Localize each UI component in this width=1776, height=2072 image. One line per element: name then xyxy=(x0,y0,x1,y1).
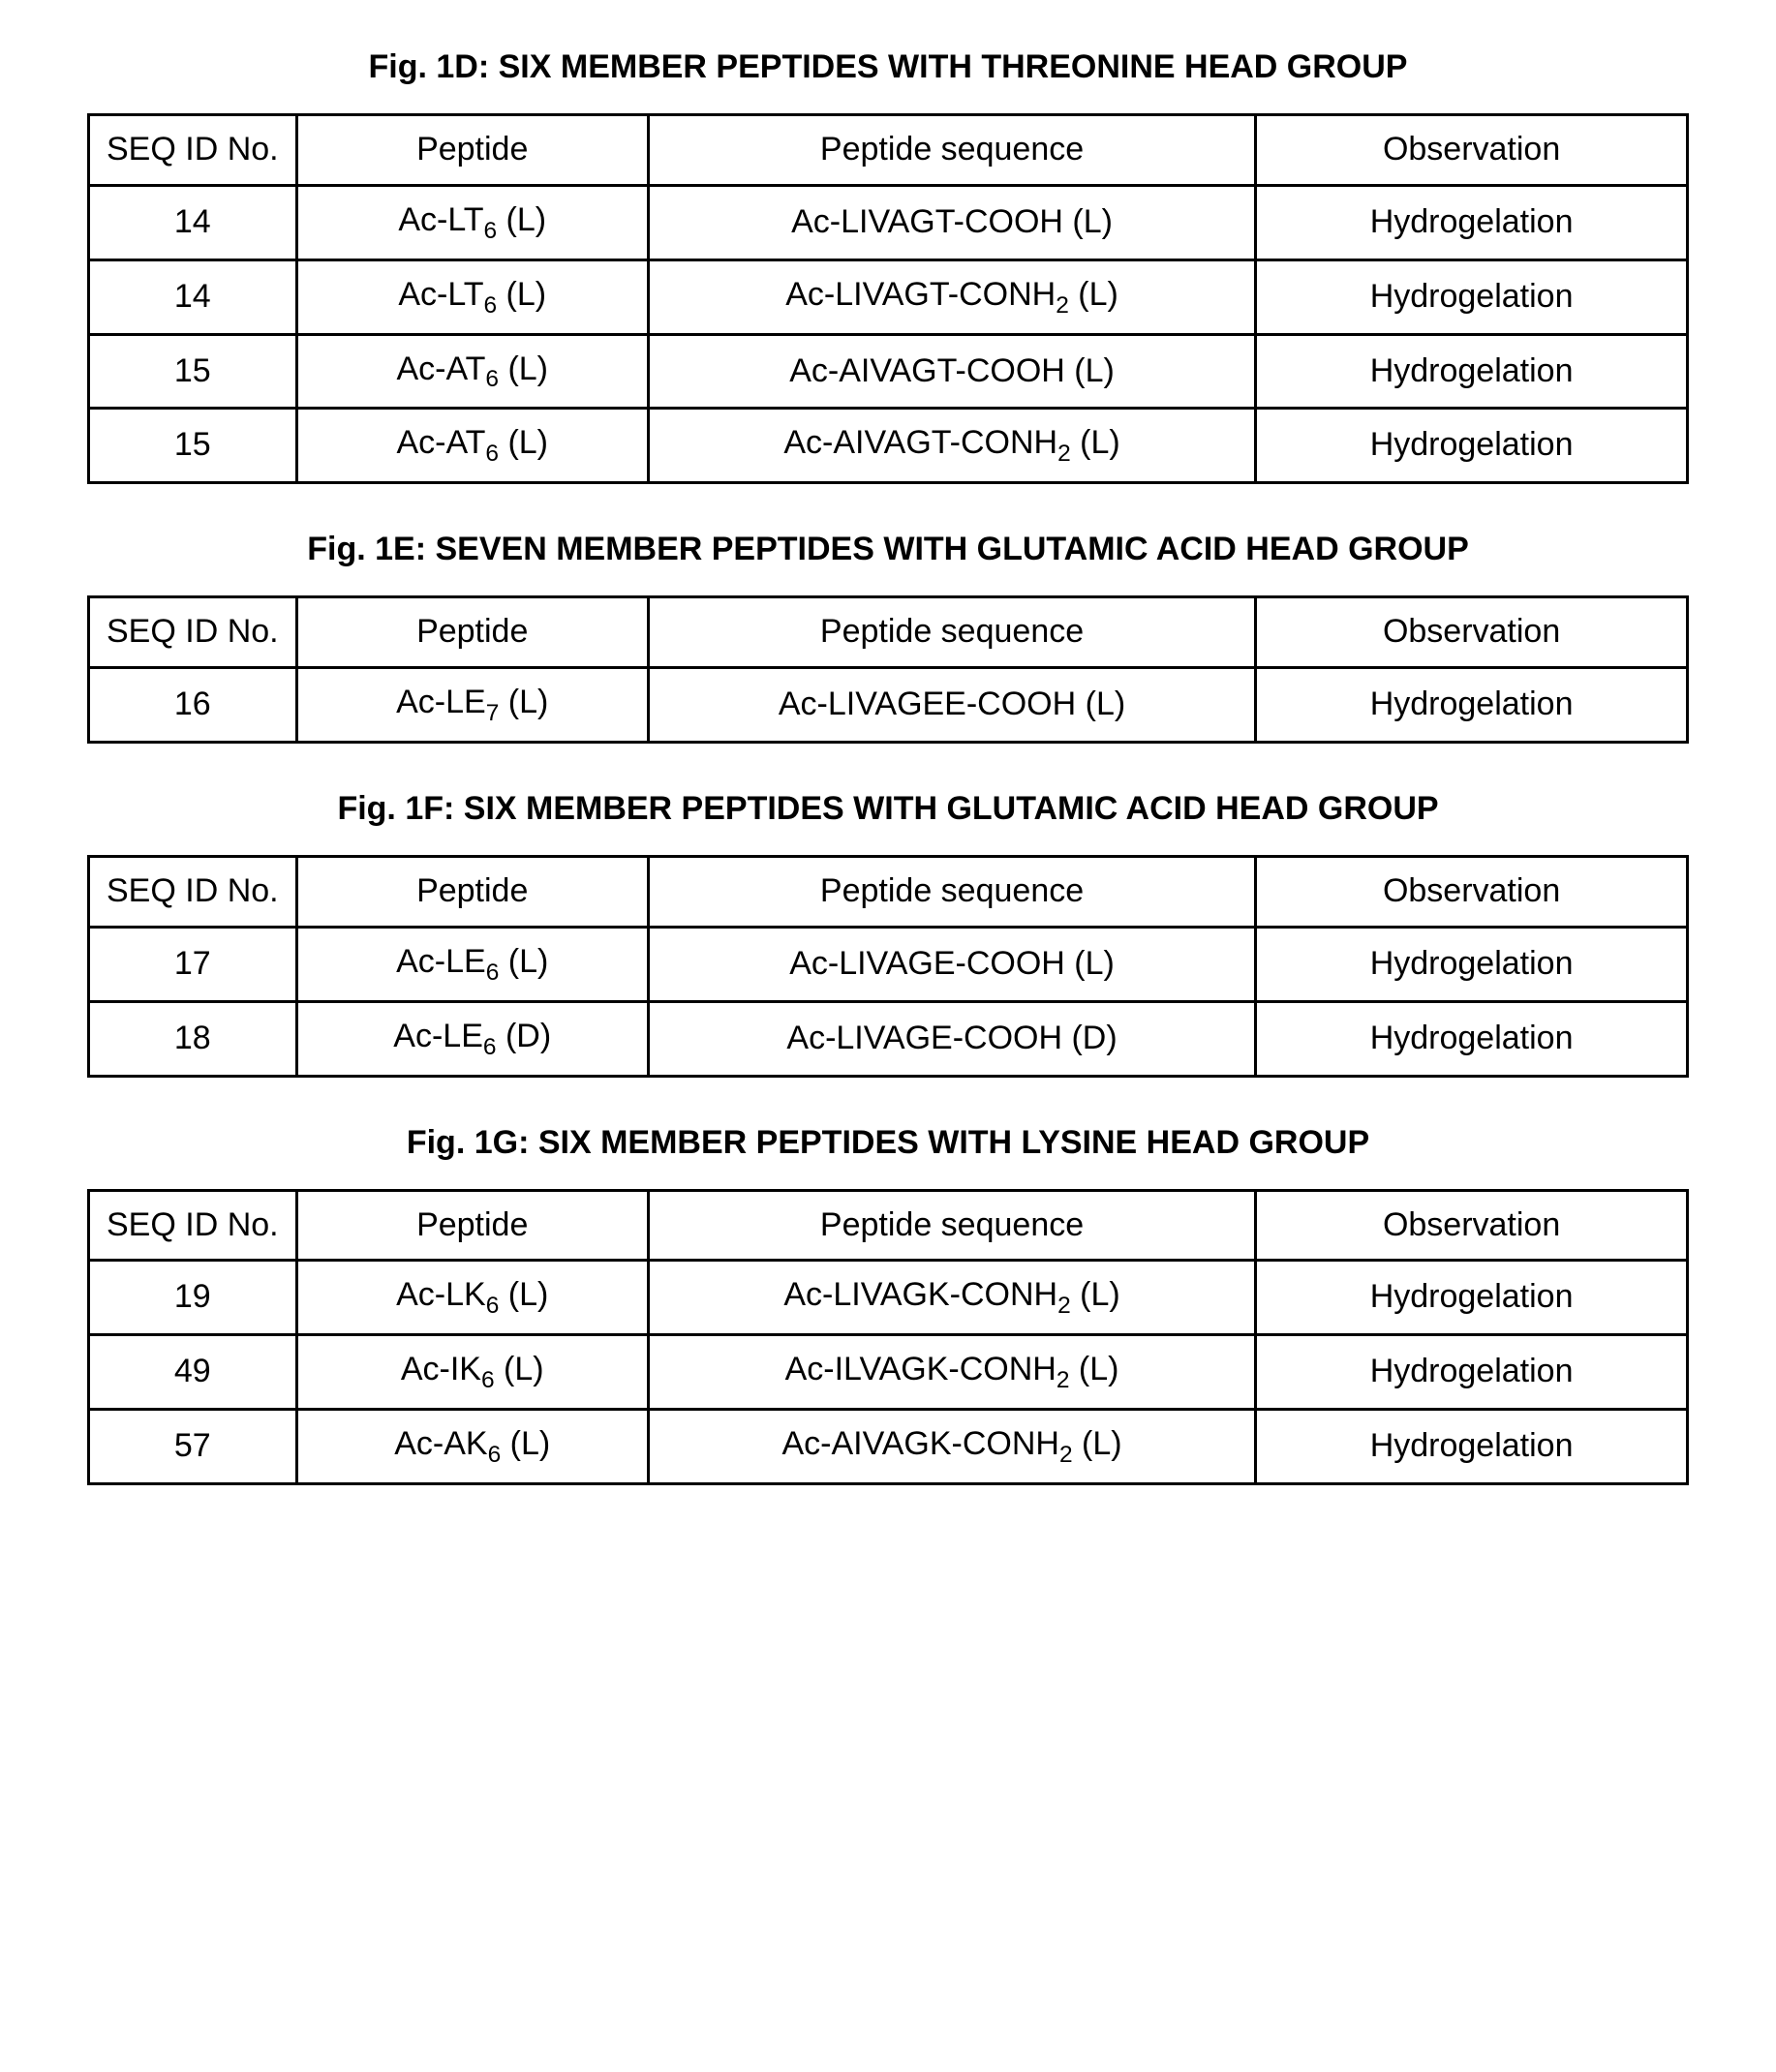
table-cell: Ac-AT6 (L) xyxy=(296,334,648,409)
table-cell: Ac-LK6 (L) xyxy=(296,1261,648,1335)
table-header-row: SEQ ID No.PeptidePeptide sequenceObserva… xyxy=(89,857,1688,928)
table-header-cell: SEQ ID No. xyxy=(89,1190,297,1261)
table-header-row: SEQ ID No.PeptidePeptide sequenceObserva… xyxy=(89,1190,1688,1261)
table-row: 19Ac-LK6 (L)Ac-LIVAGK-CONH2 (L)Hydrogela… xyxy=(89,1261,1688,1335)
table-header-row: SEQ ID No.PeptidePeptide sequenceObserva… xyxy=(89,115,1688,186)
table-header-cell: Peptide xyxy=(296,115,648,186)
table-cell: Ac-LIVAGE-COOH (D) xyxy=(648,1001,1255,1076)
table-cell: Hydrogelation xyxy=(1256,1001,1688,1076)
table-row: 15Ac-AT6 (L)Ac-AIVAGT-COOH (L)Hydrogelat… xyxy=(89,334,1688,409)
table-row: 16Ac-LE7 (L)Ac-LIVAGEE-COOH (L)Hydrogela… xyxy=(89,668,1688,743)
table-header-cell: Observation xyxy=(1256,597,1688,668)
table-header-cell: Observation xyxy=(1256,115,1688,186)
document-root: Fig. 1D: SIX MEMBER PEPTIDES WITH THREON… xyxy=(87,48,1689,1485)
table-header-row: SEQ ID No.PeptidePeptide sequenceObserva… xyxy=(89,597,1688,668)
table-cell: 49 xyxy=(89,1335,297,1410)
table-cell: Hydrogelation xyxy=(1256,1261,1688,1335)
table-cell: Hydrogelation xyxy=(1256,1335,1688,1410)
table-cell: Ac-AIVAGK-CONH2 (L) xyxy=(648,1410,1255,1484)
table-cell: Ac-AK6 (L) xyxy=(296,1410,648,1484)
table-cell: 17 xyxy=(89,927,297,1001)
peptide-table: SEQ ID No.PeptidePeptide sequenceObserva… xyxy=(87,1189,1689,1485)
table-header-cell: Peptide xyxy=(296,597,648,668)
table-cell: Ac-LIVAGEE-COOH (L) xyxy=(648,668,1255,743)
table-row: 49Ac-IK6 (L)Ac-ILVAGK-CONH2 (L)Hydrogela… xyxy=(89,1335,1688,1410)
table-header-cell: Peptide sequence xyxy=(648,1190,1255,1261)
table-cell: Hydrogelation xyxy=(1256,927,1688,1001)
figure-title: Fig. 1G: SIX MEMBER PEPTIDES WITH LYSINE… xyxy=(87,1124,1689,1162)
table-row: 15Ac-AT6 (L)Ac-AIVAGT-CONH2 (L)Hydrogela… xyxy=(89,409,1688,483)
table-cell: Ac-ILVAGK-CONH2 (L) xyxy=(648,1335,1255,1410)
table-cell: Ac-AIVAGT-CONH2 (L) xyxy=(648,409,1255,483)
table-cell: Ac-LIVAGT-CONH2 (L) xyxy=(648,259,1255,334)
table-cell: Ac-LIVAGK-CONH2 (L) xyxy=(648,1261,1255,1335)
table-cell: Ac-IK6 (L) xyxy=(296,1335,648,1410)
table-row: 18Ac-LE6 (D)Ac-LIVAGE-COOH (D)Hydrogelat… xyxy=(89,1001,1688,1076)
table-header-cell: Observation xyxy=(1256,1190,1688,1261)
table-cell: 57 xyxy=(89,1410,297,1484)
table-header-cell: SEQ ID No. xyxy=(89,857,297,928)
table-header-cell: Peptide xyxy=(296,1190,648,1261)
table-cell: Ac-AIVAGT-COOH (L) xyxy=(648,334,1255,409)
table-cell: Ac-LT6 (L) xyxy=(296,185,648,259)
table-cell: Hydrogelation xyxy=(1256,409,1688,483)
table-cell: 16 xyxy=(89,668,297,743)
table-header-cell: SEQ ID No. xyxy=(89,115,297,186)
peptide-table: SEQ ID No.PeptidePeptide sequenceObserva… xyxy=(87,113,1689,484)
table-cell: 14 xyxy=(89,185,297,259)
table-row: 17Ac-LE6 (L)Ac-LIVAGE-COOH (L)Hydrogelat… xyxy=(89,927,1688,1001)
table-row: 14Ac-LT6 (L)Ac-LIVAGT-COOH (L)Hydrogelat… xyxy=(89,185,1688,259)
table-row: 14Ac-LT6 (L)Ac-LIVAGT-CONH2 (L)Hydrogela… xyxy=(89,259,1688,334)
peptide-table: SEQ ID No.PeptidePeptide sequenceObserva… xyxy=(87,855,1689,1078)
table-cell: Hydrogelation xyxy=(1256,668,1688,743)
table-cell: Hydrogelation xyxy=(1256,259,1688,334)
figure-title: Fig. 1D: SIX MEMBER PEPTIDES WITH THREON… xyxy=(87,48,1689,86)
table-cell: Hydrogelation xyxy=(1256,185,1688,259)
figure-title: Fig. 1F: SIX MEMBER PEPTIDES WITH GLUTAM… xyxy=(87,790,1689,828)
peptide-table: SEQ ID No.PeptidePeptide sequenceObserva… xyxy=(87,595,1689,744)
table-header-cell: Peptide sequence xyxy=(648,857,1255,928)
table-cell: 15 xyxy=(89,334,297,409)
table-cell: Ac-AT6 (L) xyxy=(296,409,648,483)
table-row: 57Ac-AK6 (L)Ac-AIVAGK-CONH2 (L)Hydrogela… xyxy=(89,1410,1688,1484)
figure-title: Fig. 1E: SEVEN MEMBER PEPTIDES WITH GLUT… xyxy=(87,531,1689,568)
table-cell: Hydrogelation xyxy=(1256,334,1688,409)
table-cell: Ac-LIVAGT-COOH (L) xyxy=(648,185,1255,259)
table-cell: 18 xyxy=(89,1001,297,1076)
table-cell: Ac-LE6 (L) xyxy=(296,927,648,1001)
table-cell: 14 xyxy=(89,259,297,334)
table-header-cell: Observation xyxy=(1256,857,1688,928)
table-header-cell: SEQ ID No. xyxy=(89,597,297,668)
table-header-cell: Peptide xyxy=(296,857,648,928)
table-cell: Ac-LE6 (D) xyxy=(296,1001,648,1076)
table-cell: Ac-LIVAGE-COOH (L) xyxy=(648,927,1255,1001)
table-cell: Hydrogelation xyxy=(1256,1410,1688,1484)
table-cell: Ac-LT6 (L) xyxy=(296,259,648,334)
table-cell: 19 xyxy=(89,1261,297,1335)
table-header-cell: Peptide sequence xyxy=(648,115,1255,186)
table-cell: Ac-LE7 (L) xyxy=(296,668,648,743)
table-header-cell: Peptide sequence xyxy=(648,597,1255,668)
table-cell: 15 xyxy=(89,409,297,483)
